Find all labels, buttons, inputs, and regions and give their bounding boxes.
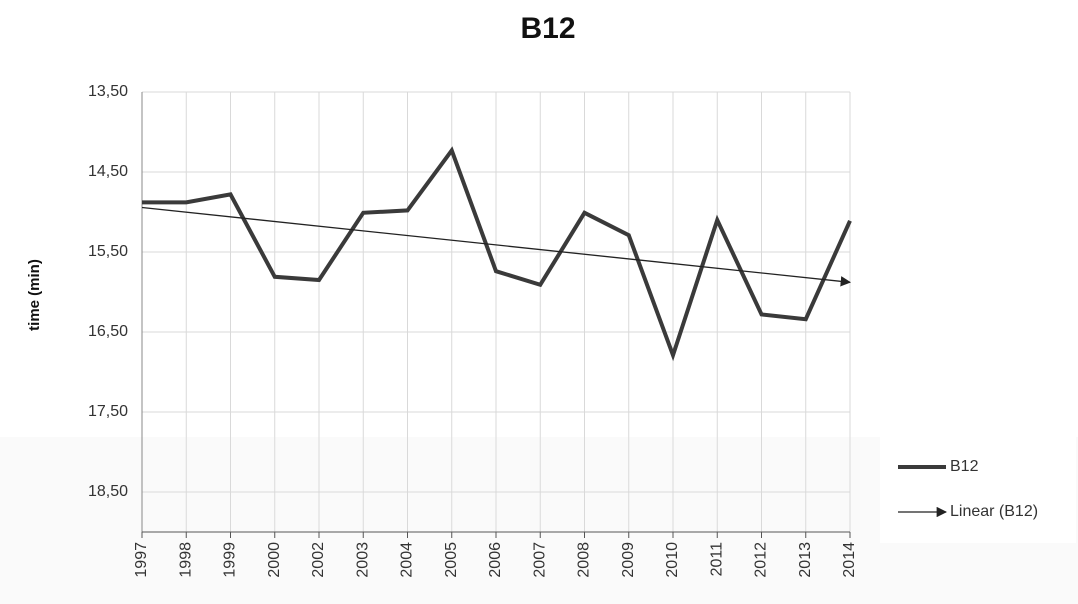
x-tick-label: 2003 [354, 542, 371, 578]
x-tick-label: 2004 [399, 542, 416, 578]
legend-label: Linear (B12) [950, 503, 1038, 520]
y-axis-label: time (min) [26, 259, 43, 331]
x-tick-label: 2013 [797, 542, 814, 578]
x-tick-label: 2000 [266, 542, 283, 578]
x-tick-label: 2005 [443, 542, 460, 578]
x-tick-label: 1999 [222, 542, 239, 578]
x-tick-label: 2009 [620, 542, 637, 578]
legend-box [880, 437, 1076, 543]
x-tick-label: 2002 [310, 542, 327, 578]
x-tick-label: 1998 [177, 542, 194, 578]
x-tick-label: 2010 [664, 542, 681, 578]
y-tick-label: 16,50 [88, 323, 128, 340]
x-tick-label: 1997 [133, 542, 150, 578]
y-tick-label: 17,50 [88, 403, 128, 420]
x-tick-label: 2011 [708, 542, 725, 577]
chart-title: B12 [520, 12, 575, 45]
series-line [142, 146, 852, 362]
legend-label: B12 [950, 458, 979, 475]
y-tick-label: 14,50 [88, 163, 128, 180]
x-tick-label: 2008 [576, 542, 593, 578]
x-tick-label: 2006 [487, 542, 504, 578]
x-tick-label: 2014 [841, 542, 858, 578]
y-tick-label: 18,50 [88, 483, 128, 500]
y-tick-label: 13,50 [88, 83, 128, 100]
x-tick-label: 2012 [753, 542, 770, 578]
x-tick-label: 2007 [531, 542, 548, 578]
trend-line [141, 206, 852, 287]
y-tick-label: 15,50 [88, 243, 128, 260]
